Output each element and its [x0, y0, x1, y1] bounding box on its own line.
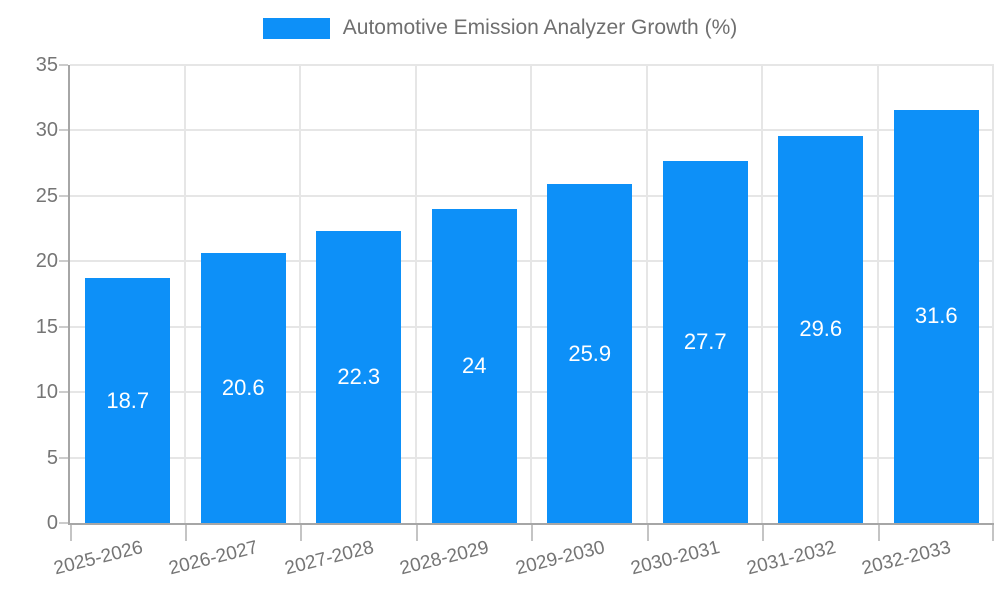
y-tick-label-0: 0	[46, 512, 58, 534]
x-tick-label-2029-2030: 2029-2030	[513, 537, 607, 580]
bar-value-label: 25.9	[568, 340, 612, 366]
h-gridline-35	[70, 64, 994, 66]
y-tick-label-10: 10	[35, 381, 58, 404]
x-tick-mark-6	[762, 525, 764, 541]
y-tick-label-35: 35	[35, 54, 58, 76]
bar-2028-2029[interactable]: 24	[431, 208, 517, 523]
y-tick-mark-5	[59, 456, 68, 459]
v-gridline-5	[646, 65, 648, 523]
bar-2025-2026[interactable]: 18.7	[85, 278, 171, 523]
h-gridline-5	[70, 456, 994, 459]
y-tick-mark-30	[59, 129, 68, 132]
v-gridline-2	[299, 65, 301, 523]
x-tick-mark-2	[300, 525, 302, 541]
legend: Automotive Emission Analyzer Growth (%)	[0, 16, 1000, 40]
bar-value-label: 24	[462, 352, 487, 378]
v-gridline-6	[761, 65, 763, 523]
bar-2029-2030[interactable]: 25.9	[547, 184, 633, 523]
x-tick-label-2025-2026: 2025-2026	[51, 537, 145, 580]
bar-value-label: 31.6	[914, 303, 958, 329]
x-tick-label-2028-2029: 2028-2029	[398, 537, 492, 580]
bar-value-label: 18.7	[106, 387, 150, 413]
x-tick-mark-8	[992, 525, 994, 541]
v-gridline-8	[992, 65, 994, 523]
x-tick-mark-3	[416, 525, 418, 541]
bar-2030-2031[interactable]: 27.7	[662, 160, 748, 523]
x-tick-mark-5	[647, 525, 649, 541]
h-gridline-15	[70, 325, 994, 328]
bar-value-label: 22.3	[337, 364, 381, 390]
x-tick-label-2032-2033: 2032-2033	[860, 537, 954, 580]
x-tick-label-2027-2028: 2027-2028	[282, 537, 376, 580]
y-tick-mark-0	[59, 522, 68, 524]
bar-2026-2027[interactable]: 20.6	[200, 253, 286, 523]
y-tick-mark-20	[59, 260, 68, 263]
v-gridline-3	[415, 65, 417, 523]
x-tick-mark-0	[70, 525, 72, 541]
bar-value-label: 20.6	[221, 375, 265, 401]
h-gridline-30	[70, 129, 994, 132]
y-tick-label-5: 5	[46, 446, 58, 469]
plot-area: 18.7 20.6 22.3 24 25.9 27.7 29.6 31.6 0 5 10 15 20 2…	[36, 55, 994, 579]
y-tick-label-30: 30	[35, 119, 58, 142]
bar-value-label: 29.6	[799, 316, 843, 342]
y-tick-label-15: 15	[35, 315, 58, 338]
y-tick-mark-10	[59, 391, 68, 394]
v-gridline-1	[184, 65, 186, 523]
h-gridline-20	[70, 260, 994, 263]
bar-2032-2033[interactable]: 31.6	[893, 109, 979, 523]
x-tick-mark-7	[878, 525, 880, 541]
legend-label: Automotive Emission Analyzer Growth (%)	[342, 16, 738, 39]
legend-swatch	[262, 17, 330, 39]
bar-2027-2028[interactable]: 22.3	[316, 231, 402, 523]
bar-value-label: 27.7	[683, 328, 727, 354]
h-gridline-10	[70, 391, 994, 394]
y-tick-label-25: 25	[35, 184, 58, 207]
x-tick-mark-1	[185, 525, 187, 541]
x-tick-label-2031-2032: 2031-2032	[744, 537, 838, 580]
x-tick-mark-4	[531, 525, 533, 541]
x-tick-label-2030-2031: 2030-2031	[629, 537, 723, 580]
x-tick-label-2026-2027: 2026-2027	[167, 537, 261, 580]
bar-2031-2032[interactable]: 29.6	[778, 135, 864, 523]
v-gridline-7	[877, 65, 879, 523]
y-tick-mark-15	[59, 325, 68, 328]
v-gridline-4	[530, 65, 532, 523]
y-tick-label-20: 20	[35, 250, 58, 273]
y-tick-mark-25	[59, 194, 68, 197]
y-tick-mark-35	[59, 64, 68, 66]
h-gridline-25	[70, 194, 994, 197]
